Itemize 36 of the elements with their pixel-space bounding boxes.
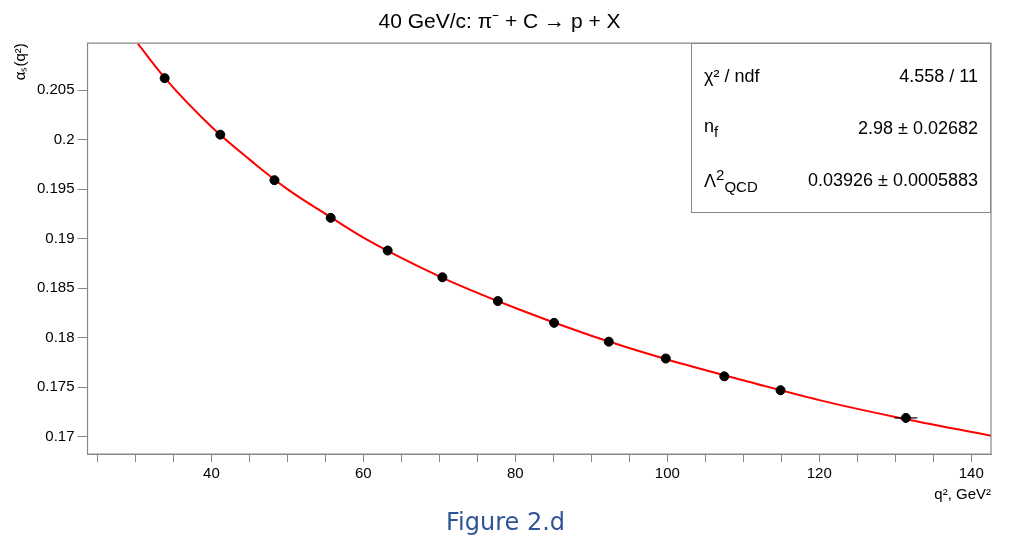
point xyxy=(660,353,671,364)
line-series xyxy=(136,43,991,437)
point xyxy=(437,272,448,283)
y-tick-label: 0.195 xyxy=(36,179,75,197)
x-axis-title: q², GeV² xyxy=(934,485,991,503)
point xyxy=(719,371,730,382)
annotation: 2.98 ± 0.02682 xyxy=(858,117,978,139)
point xyxy=(215,129,226,140)
point xyxy=(325,212,336,223)
annotation: 0.03926 ± 0.0005883 xyxy=(807,169,978,191)
x-tick-label: 80 xyxy=(506,464,524,482)
annotation: n$_{f}$ xyxy=(704,116,719,140)
chart-title: 40 GeV/c: π⁻ + C → p + X xyxy=(378,9,621,33)
point xyxy=(603,336,614,347)
annotation: 4.558 / 11 xyxy=(899,65,978,87)
point xyxy=(549,317,560,328)
point xyxy=(159,73,170,84)
caption: Figure 2.d xyxy=(444,508,566,536)
y-tick-label: 0.18 xyxy=(45,327,75,345)
annotation: χ² / ndf xyxy=(704,65,760,87)
x-tick-label: 140 xyxy=(958,464,984,482)
y-tick-label: 0.17 xyxy=(45,426,75,444)
y-tick-label: 0.2 xyxy=(53,129,75,147)
y-tick-label: 0.19 xyxy=(45,228,75,246)
y-tick-label: 0.205 xyxy=(36,80,75,98)
point xyxy=(382,245,393,256)
x-tick-label: 120 xyxy=(806,464,832,482)
point xyxy=(775,385,786,396)
point xyxy=(492,296,503,307)
y-tick-label: 0.175 xyxy=(36,377,75,395)
y-axis-title: αₛ(q²) xyxy=(11,43,29,81)
y-tick-label: 0.185 xyxy=(36,278,75,296)
x-tick-label: 40 xyxy=(203,464,220,482)
point xyxy=(269,175,280,186)
x-tick-label: 100 xyxy=(654,464,680,482)
x-tick-label: 60 xyxy=(355,464,372,482)
